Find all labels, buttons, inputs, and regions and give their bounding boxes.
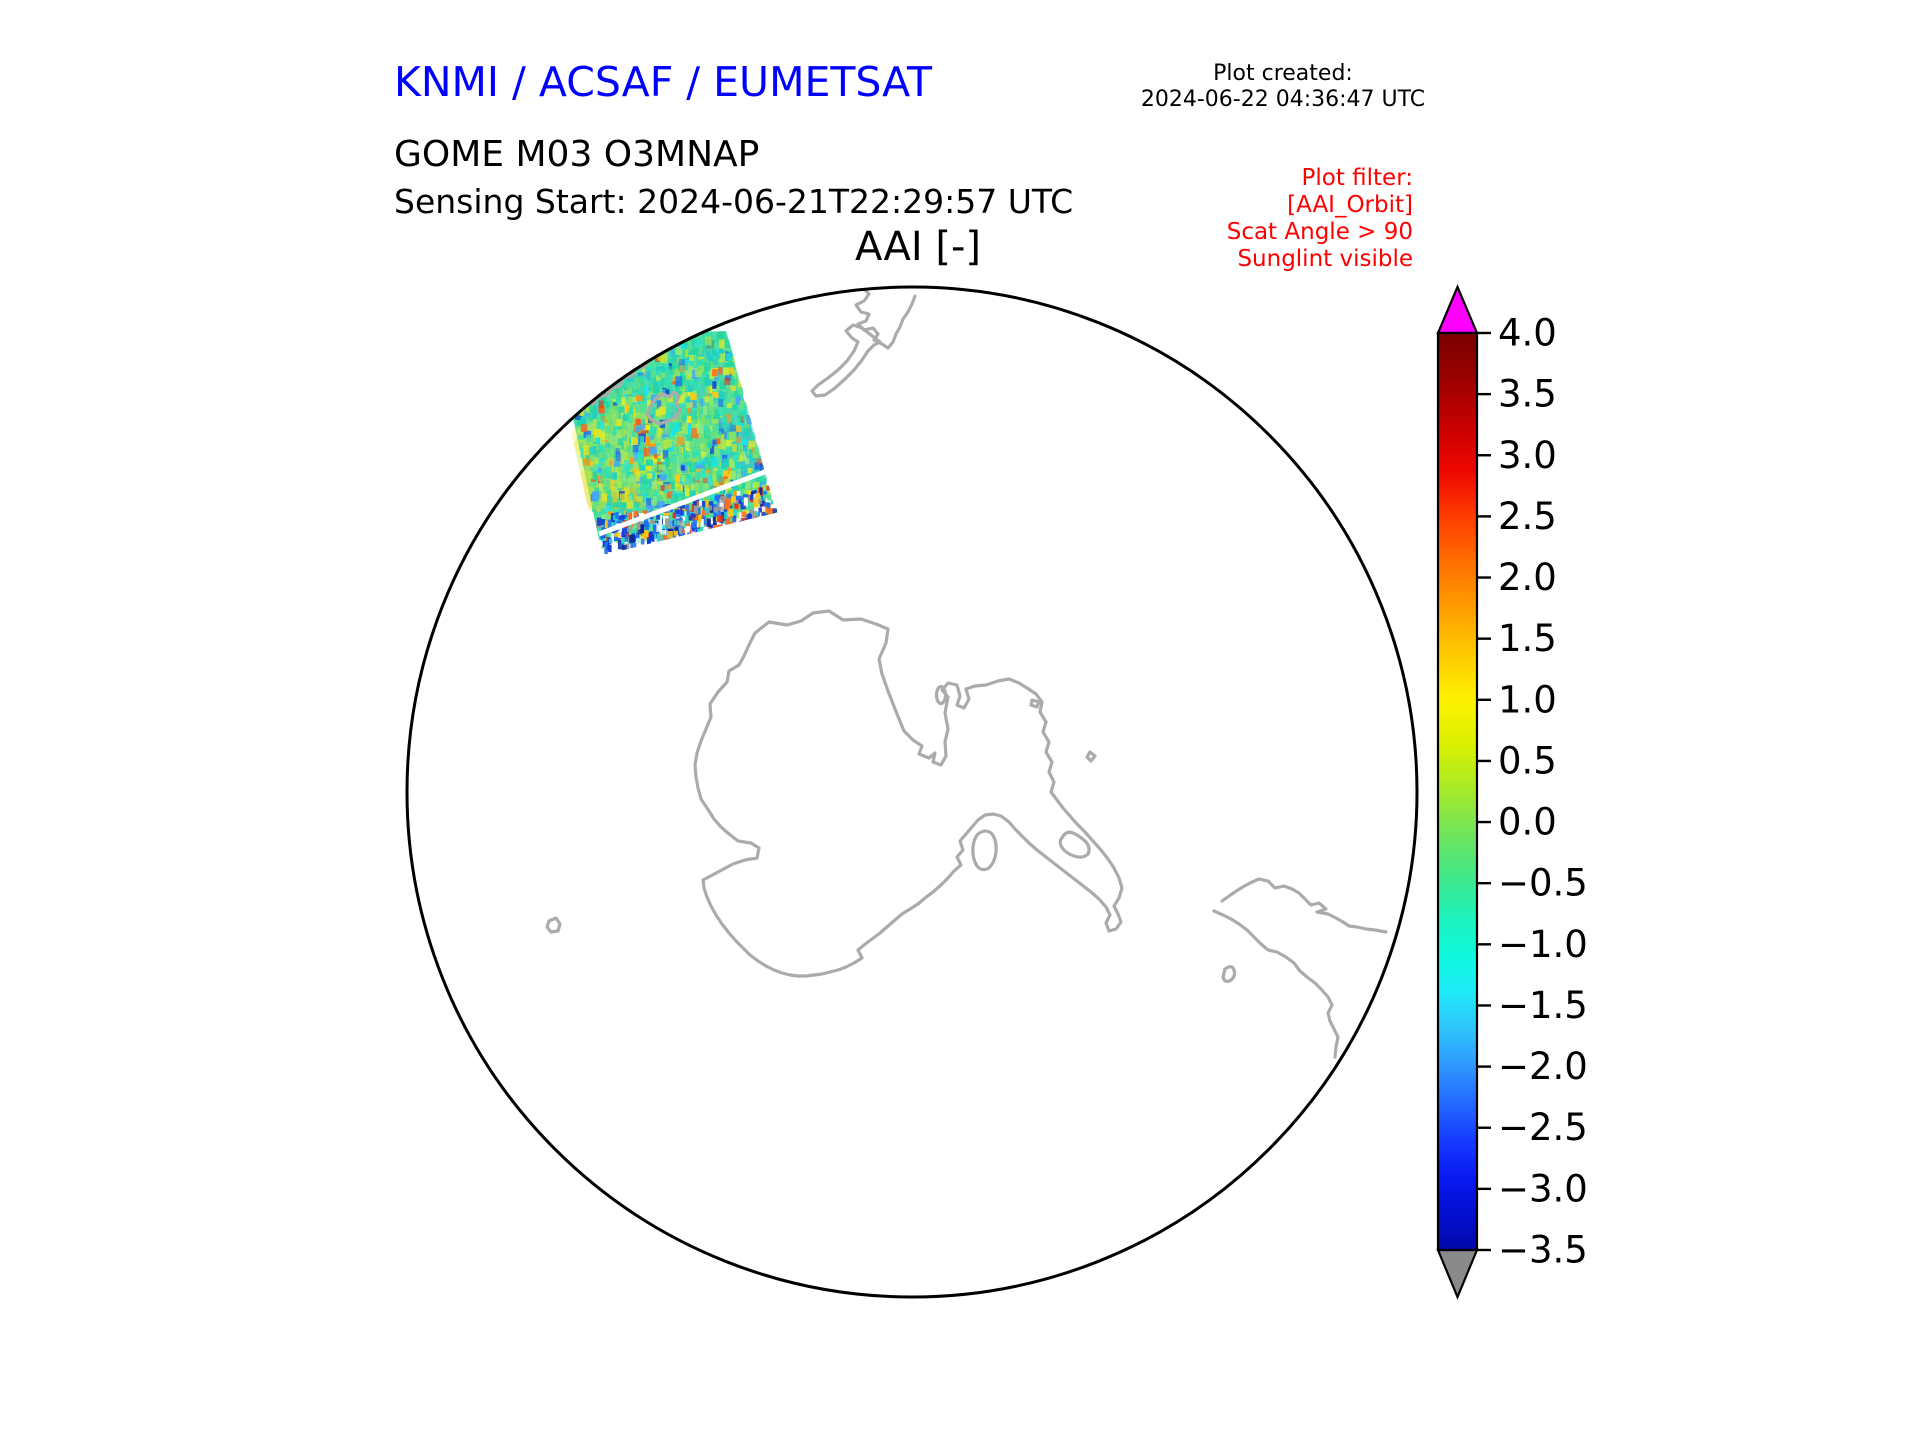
map-boundary-circle (405, 285, 1419, 1299)
colorbar-gradient-bar (1436, 331, 1479, 1252)
coast-peninsula-islet-b (1085, 750, 1097, 763)
colorbar-tick-label: −0.5 (1498, 862, 1588, 905)
coast-subantarctic-island (645, 390, 682, 426)
plot-filter-line: Scat Angle > 90 (1226, 219, 1413, 245)
colorbar-tick-label: −3.5 (1498, 1229, 1588, 1272)
plot-filter-line: Plot filter: (1301, 165, 1413, 191)
colorbar-tick-label: 4.0 (1498, 312, 1557, 355)
coast-peninsula-islet-a (1029, 698, 1041, 709)
colorbar-tick-label: 0.0 (1498, 801, 1557, 844)
colorbar-tick-label: −3.0 (1498, 1167, 1588, 1210)
colorbar-tick-label: 2.0 (1498, 556, 1557, 599)
coast-small-island-west (545, 916, 562, 934)
coastlines (545, 288, 1388, 1059)
colorbar-over-arrow (1436, 284, 1479, 335)
colorbar-tick-label: −2.5 (1498, 1106, 1588, 1149)
plot-filter-line: Sunglint visible (1237, 246, 1413, 272)
plot-created-label: Plot created: (1213, 61, 1353, 86)
coast-ross-island (934, 684, 948, 706)
colorbar-tick-label: 3.0 (1498, 434, 1557, 477)
swath-gap-line (598, 467, 771, 537)
coast-south-america-south (1212, 909, 1340, 1059)
coast-south-america-north (1220, 877, 1388, 934)
coast-new-zealand-south-island (810, 323, 882, 398)
colorbar-tick-label: −1.0 (1498, 923, 1588, 966)
coast-antarctica (693, 609, 1124, 978)
colorbar-tick-label: 1.5 (1498, 617, 1557, 660)
product-title: GOME M03 O3MNAP (394, 134, 760, 175)
colorbar-tick-label: 0.5 (1498, 739, 1557, 782)
agency-title: KNMI / ACSAF / EUMETSAT (394, 58, 933, 106)
colorbar-tick-label: 1.0 (1498, 678, 1557, 721)
coast-falkland-islands (1221, 965, 1237, 984)
data-swath (568, 330, 778, 554)
sensing-start: Sensing Start: 2024-06-21T22:29:57 UTC (394, 182, 1074, 221)
colorbar-tick-label: −1.5 (1498, 984, 1588, 1027)
coast-new-zealand-north-island (854, 288, 917, 350)
plot-filter: Plot filter: [AAI_Orbit] Scat Angle > 90 Su… (1227, 165, 1413, 273)
colorbar-tick-label: 3.5 (1498, 373, 1557, 416)
plot-created-timestamp: 2024-06-22 04:36:47 UTC (1140, 87, 1426, 112)
plot-created-block: Plot created: 2024-06-22 04:36:47 UTC (1083, 61, 1483, 113)
coast-alexander-island (1058, 830, 1091, 859)
coast-berkner-island (971, 829, 998, 872)
colorbar-tick-label: −2.0 (1498, 1045, 1588, 1088)
plot-title: AAI [-] (855, 224, 981, 270)
colorbar-tick-label: 2.5 (1498, 495, 1557, 538)
colorbar-ticks: 4.0 3.5 3.0 2.5 2.0 1.5 1.0 0.5 0.0 −0.5 −1.0 −1.5 −… (1477, 312, 1588, 1272)
plot-filter-line: [AAI_Orbit] (1287, 192, 1413, 218)
colorbar-under-arrow (1436, 1248, 1479, 1300)
colorbar: 4.0 3.5 3.0 2.5 2.0 1.5 1.0 0.5 0.0 −0.5 −1.0 −1.5 −… (1436, 284, 1588, 1300)
